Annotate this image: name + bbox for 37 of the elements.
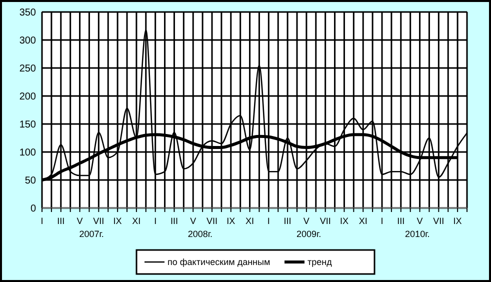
x-tick-label: IX xyxy=(226,216,236,226)
x-tick-label: V xyxy=(303,216,310,226)
x-tick-label: III xyxy=(170,216,178,226)
x-tick-label: V xyxy=(76,216,83,226)
x-tick-label: VII xyxy=(320,216,331,226)
x-tick-label: VII xyxy=(433,216,444,226)
x-tick-label: VII xyxy=(93,216,104,226)
text: 2007г. xyxy=(79,229,104,239)
x-tick-label: IX xyxy=(453,216,462,226)
x-tick-label: I xyxy=(40,216,44,226)
x-tick-label: I xyxy=(380,216,384,226)
legend-label: по фактическим данным xyxy=(168,257,270,268)
y-tick-label: 0 xyxy=(30,204,36,214)
x-tick-label: III xyxy=(57,216,65,226)
x-tick-label: XI xyxy=(132,216,141,226)
x-tick-label: V xyxy=(416,216,423,226)
x-tick-label: IX xyxy=(113,216,122,226)
x-tick-label: XI xyxy=(246,216,254,226)
y-tick-label: 300 xyxy=(19,36,36,46)
legend-label: тренд xyxy=(308,257,333,268)
x-tick-label: I xyxy=(267,216,270,226)
y-tick-label: 100 xyxy=(19,148,36,158)
y-tick-label: 50 xyxy=(24,176,36,186)
text: 2010г. xyxy=(405,229,430,239)
y-tick-label: 200 xyxy=(19,92,36,102)
text: 2009г. xyxy=(296,229,322,239)
x-tick-label: VII xyxy=(206,216,218,226)
y-tick-label: 250 xyxy=(19,64,36,74)
text: 2008г. xyxy=(188,229,213,239)
x-tick-label: III xyxy=(284,216,292,226)
x-tick-label: V xyxy=(190,216,196,226)
x-tick-label: IX xyxy=(340,216,348,226)
x-tick-label: I xyxy=(154,216,157,226)
x-tick-label: XI xyxy=(358,216,368,226)
y-tick-label: 350 xyxy=(19,8,36,18)
y-tick-label: 150 xyxy=(19,120,36,130)
x-tick-label: III xyxy=(397,216,405,226)
